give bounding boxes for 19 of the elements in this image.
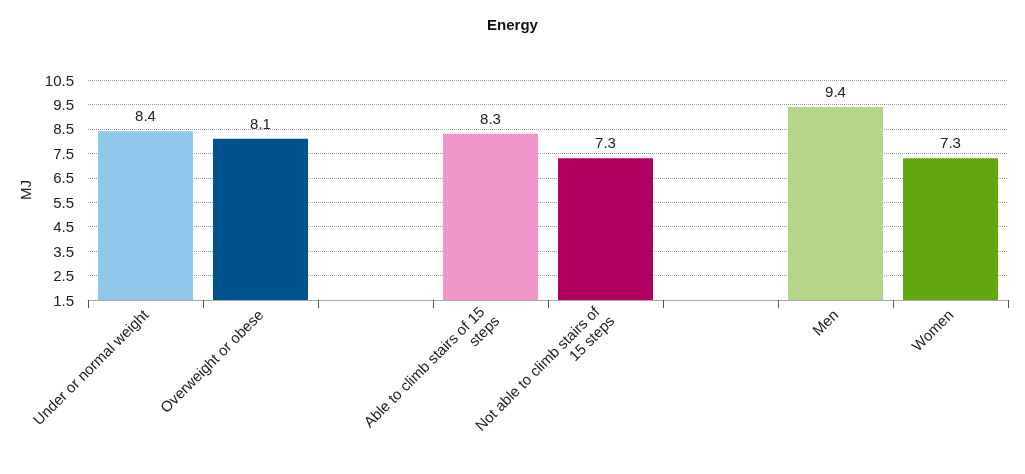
data-label: 8.1	[250, 114, 271, 132]
y-axis-title: MJ	[17, 180, 34, 200]
y-tick-label: 10.5	[44, 71, 74, 89]
y-tick-label: 2.5	[53, 267, 74, 285]
data-label: 7.3	[595, 134, 616, 152]
x-tick-label: Men	[808, 305, 842, 339]
y-tick-label: 9.5	[53, 95, 74, 113]
y-tick-label: 5.5	[53, 193, 74, 211]
data-label: 8.4	[135, 107, 156, 125]
y-tick-label: 3.5	[53, 242, 74, 260]
data-label: 8.3	[480, 109, 501, 127]
y-tick-label: 8.5	[53, 120, 74, 138]
data-label: 7.3	[940, 134, 961, 152]
y-tick-label: 7.5	[53, 144, 74, 162]
y-tick-label: 1.5	[53, 291, 74, 309]
y-tick-label: 4.5	[53, 218, 74, 236]
data-label: 9.4	[825, 82, 846, 100]
chart-title: Energy	[487, 16, 539, 33]
y-tick-label: 6.5	[53, 169, 74, 187]
